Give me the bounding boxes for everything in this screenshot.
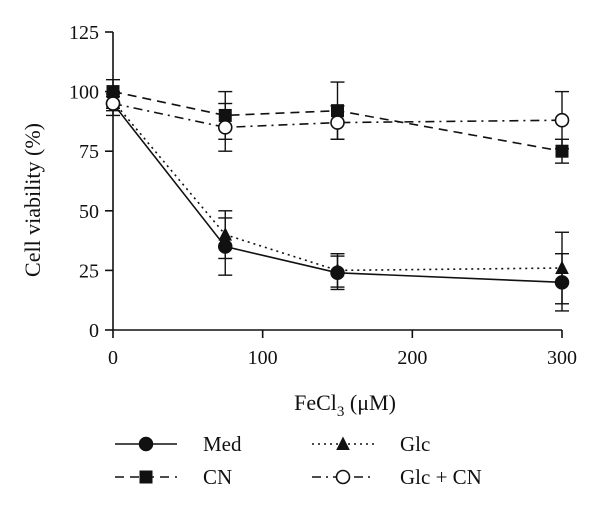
data-point-cn xyxy=(106,85,120,99)
legend-marker-glc xyxy=(336,436,350,450)
series-line-cn xyxy=(112,90,563,152)
legend-entry-cn: CN xyxy=(115,465,232,489)
data-point-glc-cn xyxy=(330,115,345,130)
x-tick-label: 200 xyxy=(397,347,427,369)
y-tick-label: 50 xyxy=(79,201,99,223)
legend-marker-glc-cn xyxy=(335,469,351,485)
legend-label-cn: CN xyxy=(203,465,232,489)
x-axis-label-subscript: 3 xyxy=(337,404,345,420)
x-axis-label-unit: (μM) xyxy=(344,390,396,415)
legend-marker-med xyxy=(138,436,154,452)
data-point-glc xyxy=(330,262,345,277)
data-point-glc-cn xyxy=(217,120,233,135)
data-point-cn xyxy=(555,144,569,158)
legend-entry-glc: Glc xyxy=(312,432,430,456)
x-tick-label: 300 xyxy=(547,347,577,369)
data-point-glc xyxy=(218,227,233,241)
data-point-cn xyxy=(331,104,344,118)
data-point-cn xyxy=(218,108,232,122)
data-point-glc xyxy=(555,260,569,274)
axes-group: 0 25 50 75 100 125 0 100 200 300 xyxy=(69,22,577,369)
y-axis-label: Cell viability (%) xyxy=(20,123,45,277)
data-point-glc-cn xyxy=(105,96,121,111)
series-line-glc-cn xyxy=(112,102,563,129)
series-line-med xyxy=(112,103,563,284)
x-axis-label: FeCl3 (μM) xyxy=(294,390,396,420)
x-axis-label-main: FeCl xyxy=(294,390,337,415)
y-tick-label: 100 xyxy=(69,82,99,104)
y-tick-label: 25 xyxy=(79,260,99,282)
x-tick-label: 0 xyxy=(108,347,118,369)
legend-label-glc-cn: Glc + CN xyxy=(400,465,482,489)
legend-entry-med: Med xyxy=(115,432,242,456)
markers-group xyxy=(105,85,570,290)
legend-entry-glc-cn: Glc + CN xyxy=(312,465,482,489)
data-point-glc-cn xyxy=(554,112,570,128)
y-tick-label: 75 xyxy=(79,141,99,163)
data-point-med xyxy=(218,239,233,254)
legend-label-med: Med xyxy=(203,432,242,456)
x-tick-label: 100 xyxy=(248,347,278,369)
legend: Med CN Glc Glc + CN xyxy=(115,432,482,489)
y-tick-label: 125 xyxy=(69,22,99,44)
legend-marker-cn xyxy=(139,470,153,484)
legend-label-glc: Glc xyxy=(400,432,430,456)
y-tick-label: 0 xyxy=(89,320,99,342)
series-lines-group xyxy=(112,90,563,284)
data-point-med xyxy=(554,275,570,290)
